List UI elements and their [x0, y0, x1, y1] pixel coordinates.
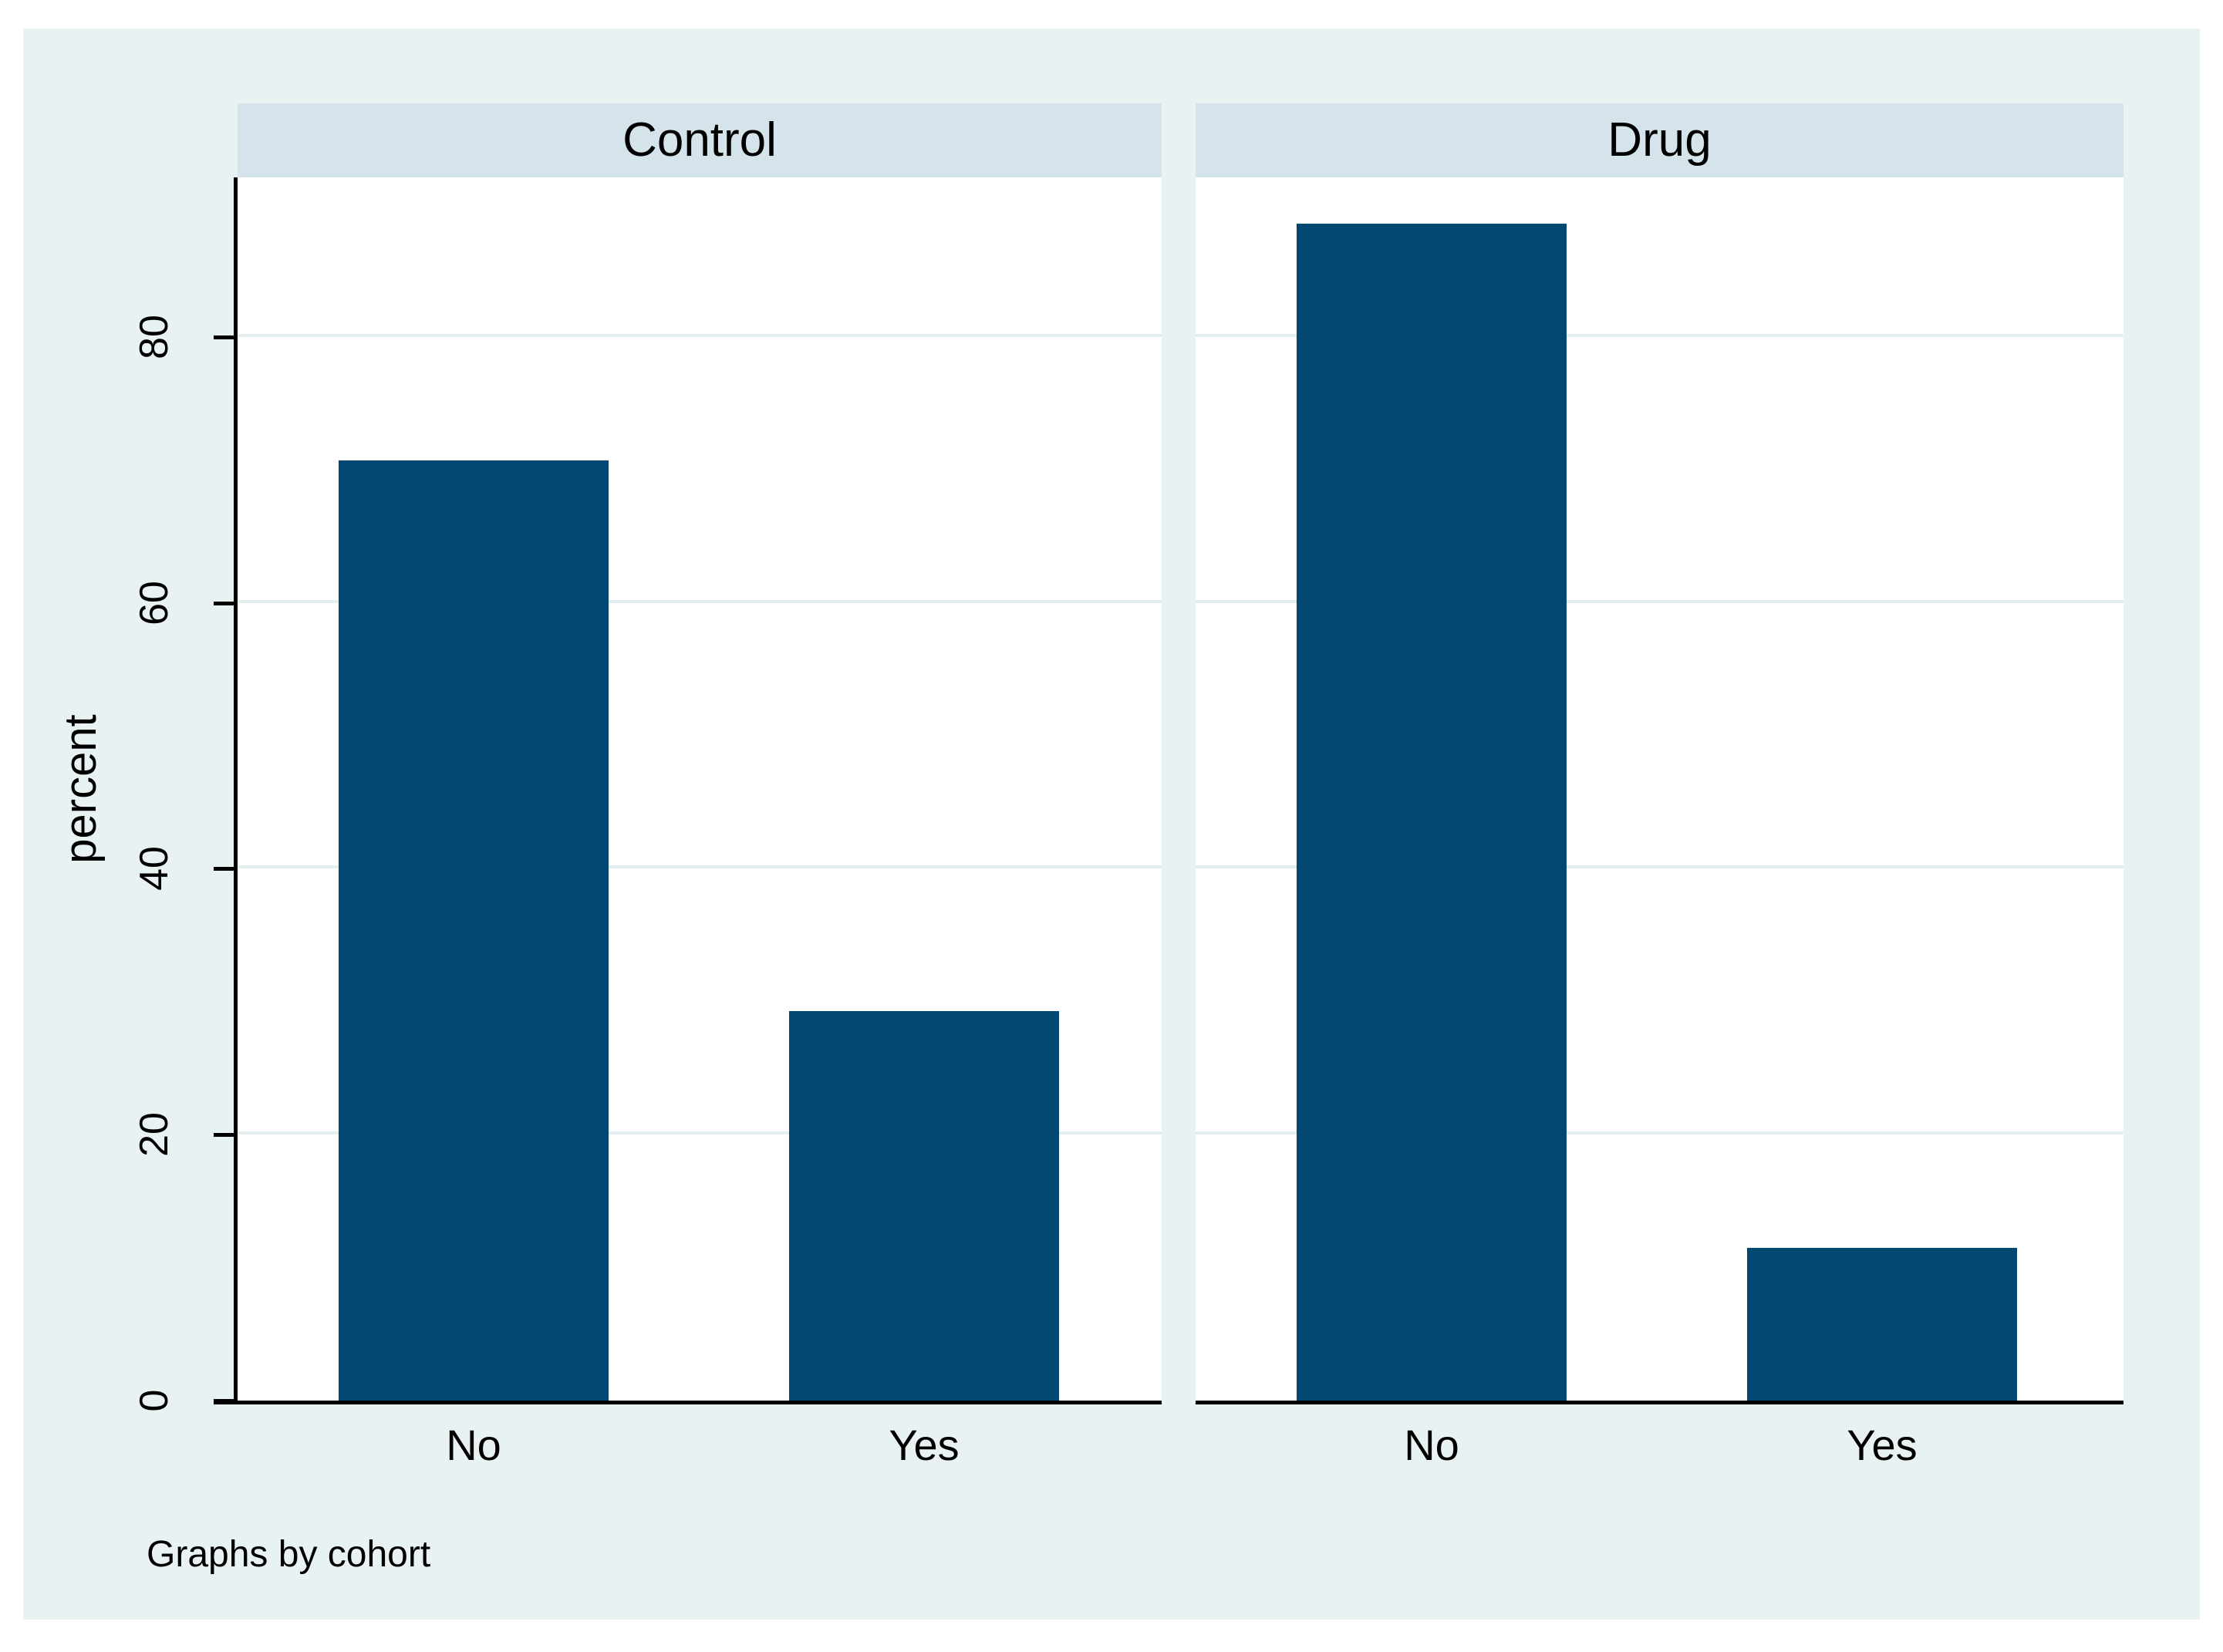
panel-title: Drug [1196, 103, 2123, 177]
chart-note: Graphs by cohort [147, 1534, 431, 1575]
y-tick-label-0: 0 [132, 1389, 177, 1412]
y-axis-title: percent [56, 714, 106, 864]
y-axis-line [234, 177, 238, 1404]
plot-area [238, 177, 1162, 1401]
x-tick-label-yes: Yes [889, 1421, 960, 1469]
gridline-20 [238, 1131, 1162, 1135]
gridline-80 [1196, 333, 2123, 337]
y-tick-mark-0 [214, 1399, 235, 1403]
gridline-20 [1196, 1131, 2123, 1135]
gridline-40 [238, 865, 1162, 869]
y-tick-label-40: 40 [132, 846, 177, 892]
panel-control: Control No Yes [238, 103, 1162, 1469]
y-tick-mark-60 [214, 601, 235, 605]
plot-area [1196, 177, 2123, 1401]
bar-drug-no [1297, 224, 1567, 1401]
y-tick-label-60: 60 [132, 580, 177, 625]
y-tick-mark-80 [214, 335, 235, 339]
gridline-60 [238, 599, 1162, 603]
x-tick-label-no: No [1404, 1421, 1459, 1469]
bar-control-no [339, 460, 609, 1401]
x-tick-label-yes: Yes [1847, 1421, 1918, 1469]
x-tick-label-no: No [446, 1421, 501, 1469]
panel-title: Control [238, 103, 1162, 177]
y-tick-label-20: 20 [132, 1112, 177, 1158]
y-tick-mark-40 [214, 867, 235, 872]
bar-drug-yes [1747, 1247, 2017, 1401]
x-axis-line-drug [1196, 1401, 2123, 1404]
y-tick-label-80: 80 [132, 314, 177, 359]
panel-drug: Drug No Yes [1196, 103, 2123, 1469]
y-tick-mark-20 [214, 1133, 235, 1138]
gridline-60 [1196, 599, 2123, 603]
x-axis-line-control [214, 1401, 1162, 1404]
gridline-80 [238, 333, 1162, 337]
gridline-40 [1196, 865, 2123, 869]
bar-control-yes [789, 1010, 1059, 1401]
